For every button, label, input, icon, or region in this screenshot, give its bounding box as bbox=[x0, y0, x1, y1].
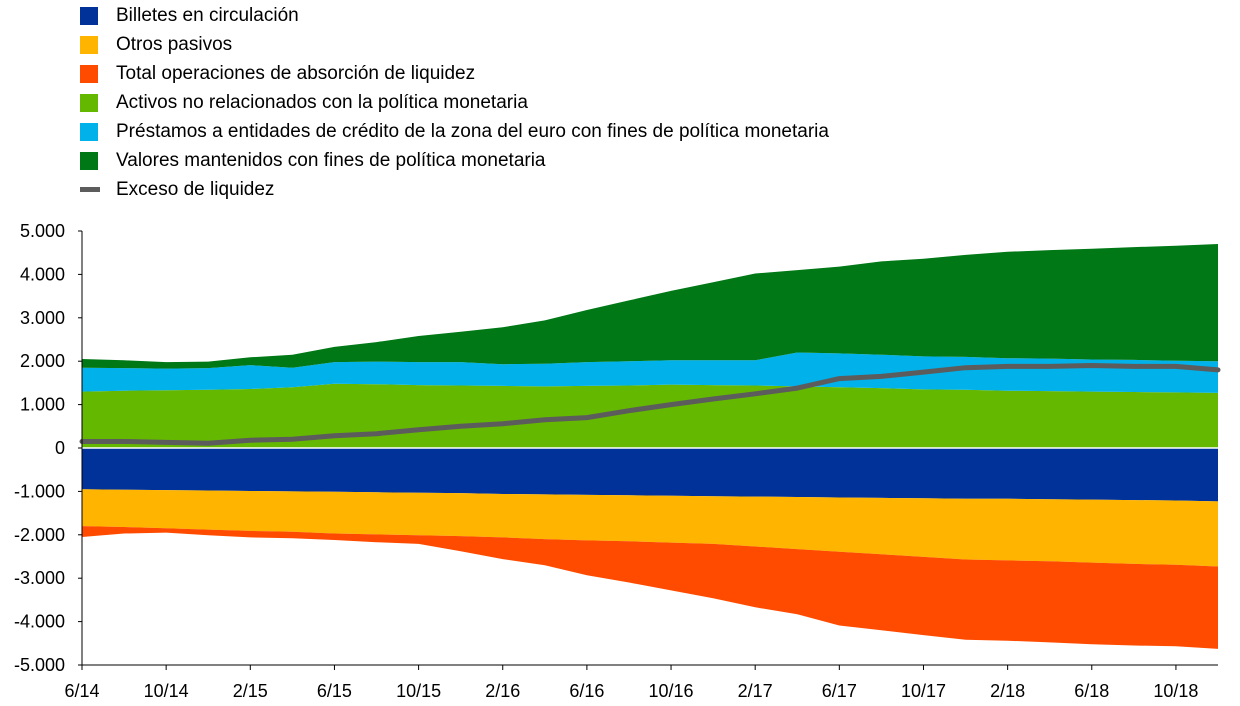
legend-item: Total operaciones de absorción de liquid… bbox=[80, 59, 829, 88]
y-tick-label: 1.000 bbox=[20, 395, 65, 415]
y-tick-label: 5.000 bbox=[20, 221, 65, 241]
area-prestamos-a-entidades-de-credito-de-la-zona-del-euro-con-fines-de-politica-monetaria bbox=[82, 352, 1218, 393]
legend-swatch bbox=[80, 187, 100, 192]
x-tick-label: 6/18 bbox=[1074, 681, 1109, 701]
legend-swatch bbox=[80, 151, 98, 170]
legend-swatch bbox=[80, 6, 98, 25]
line-exceso-de-liquidez bbox=[79, 363, 1221, 446]
y-tick-label: -1.000 bbox=[14, 481, 65, 501]
x-tick-label: 6/15 bbox=[317, 681, 352, 701]
legend-label: Valores mantenidos con fines de política… bbox=[116, 149, 546, 171]
y-tick-label: 3.000 bbox=[20, 308, 65, 328]
y-tick-label: 4.000 bbox=[20, 264, 65, 284]
legend-label: Otros pasivos bbox=[116, 33, 233, 55]
y-tick-label: -5.000 bbox=[14, 655, 65, 675]
x-tick-label: 2/18 bbox=[990, 681, 1025, 701]
legend-label: Préstamos a entidades de crédito de la z… bbox=[116, 120, 829, 142]
legend-item: Otros pasivos bbox=[80, 30, 829, 59]
legend-item: Exceso de liquidez bbox=[80, 175, 829, 204]
y-tick-label: 0 bbox=[55, 438, 65, 458]
x-tick-label: 10/14 bbox=[144, 681, 189, 701]
area-otros-pasivos bbox=[82, 489, 1218, 567]
legend-swatch bbox=[80, 64, 98, 83]
legend-label: Exceso de liquidez bbox=[116, 178, 275, 200]
legend-swatch bbox=[80, 93, 98, 112]
y-tick-label: -3.000 bbox=[14, 568, 65, 588]
x-tick-label: 2/15 bbox=[233, 681, 268, 701]
legend-item: Préstamos a entidades de crédito de la z… bbox=[80, 117, 829, 146]
legend-item: Billetes en circulación bbox=[80, 1, 829, 30]
x-tick-label: 10/18 bbox=[1153, 681, 1198, 701]
legend-label: Billetes en circulación bbox=[116, 4, 299, 26]
x-tick-label: 6/16 bbox=[569, 681, 604, 701]
x-tick-label: 10/16 bbox=[649, 681, 694, 701]
x-tick-label: 10/17 bbox=[901, 681, 946, 701]
x-tick-label: 6/17 bbox=[822, 681, 857, 701]
area-billetes-en-circulacion bbox=[82, 448, 1218, 502]
legend-item: Valores mantenidos con fines de política… bbox=[80, 146, 829, 175]
y-tick-label: 2.000 bbox=[20, 351, 65, 371]
x-tick-label: 2/17 bbox=[738, 681, 773, 701]
legend-label: Activos no relacionados con la política … bbox=[116, 91, 528, 113]
x-tick-label: 10/15 bbox=[396, 681, 441, 701]
x-tick-label: 2/16 bbox=[485, 681, 520, 701]
legend-swatch bbox=[80, 35, 98, 54]
area-total-operaciones-de-absorcion-de-liquidez bbox=[82, 526, 1218, 649]
legend-item: Activos no relacionados con la política … bbox=[80, 88, 829, 117]
area-valores-mantenidos-con-fines-de-politica-monetaria bbox=[82, 244, 1218, 369]
x-tick-label: 6/14 bbox=[64, 681, 99, 701]
legend-swatch bbox=[80, 122, 98, 141]
legend-label: Total operaciones de absorción de liquid… bbox=[116, 62, 476, 84]
chart-legend: Billetes en circulación Otros pasivos Tota… bbox=[80, 1, 829, 204]
y-tick-label: -4.000 bbox=[14, 612, 65, 632]
y-tick-label: -2.000 bbox=[14, 525, 65, 545]
